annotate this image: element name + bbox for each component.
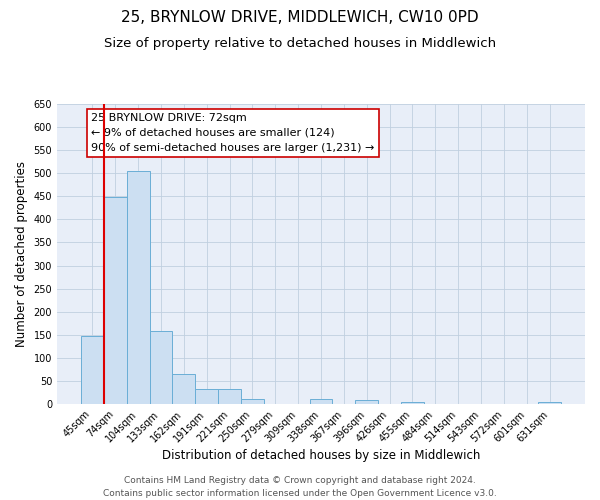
Text: Size of property relative to detached houses in Middlewich: Size of property relative to detached ho… (104, 38, 496, 51)
Bar (218, 390, 241, 404)
Y-axis label: Number of detached properties: Number of detached properties (15, 161, 28, 347)
Bar (310, 400, 332, 404)
Bar (196, 390, 218, 404)
Bar (127, 172, 149, 404)
Bar (172, 374, 196, 404)
Bar (104, 198, 127, 404)
Bar (149, 331, 172, 404)
Bar (241, 398, 264, 404)
Text: Contains HM Land Registry data © Crown copyright and database right 2024.
Contai: Contains HM Land Registry data © Crown c… (103, 476, 497, 498)
Text: 25, BRYNLOW DRIVE, MIDDLEWICH, CW10 0PD: 25, BRYNLOW DRIVE, MIDDLEWICH, CW10 0PD (121, 10, 479, 25)
X-axis label: Distribution of detached houses by size in Middlewich: Distribution of detached houses by size … (162, 450, 480, 462)
Bar (355, 400, 378, 404)
Bar (401, 402, 424, 404)
Bar (81, 336, 104, 404)
Text: 25 BRYNLOW DRIVE: 72sqm
← 9% of detached houses are smaller (124)
90% of semi-de: 25 BRYNLOW DRIVE: 72sqm ← 9% of detached… (91, 113, 375, 152)
Bar (538, 402, 561, 404)
